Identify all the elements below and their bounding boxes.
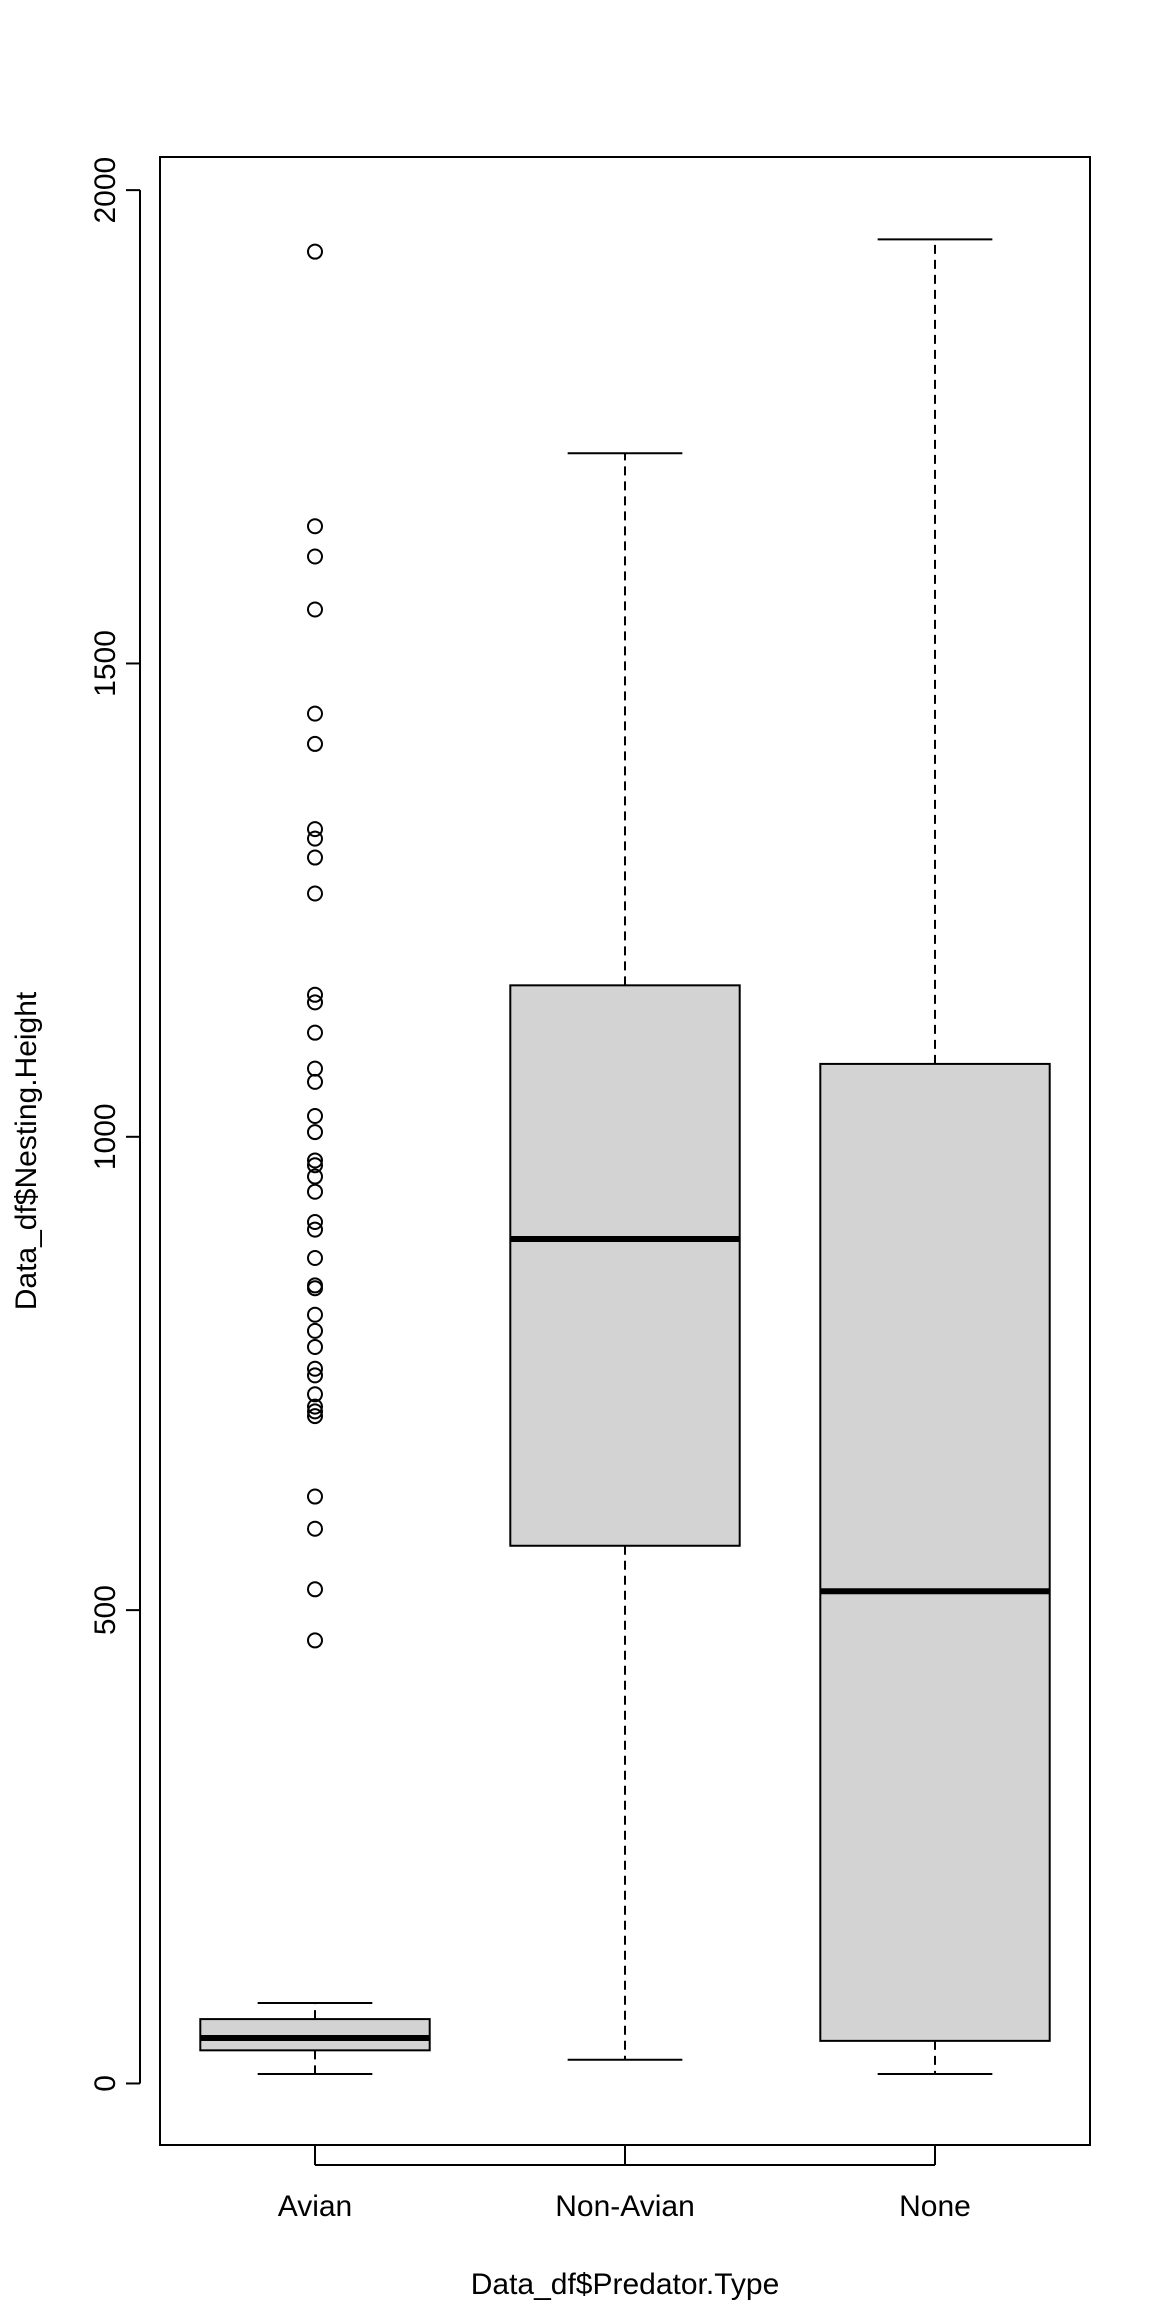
outlier-point [307,1367,323,1384]
outlier-point [307,1060,323,1077]
box-none [819,238,1051,2075]
outlier-point [307,849,323,866]
outlier-point [307,1277,323,1294]
outlier-point [307,885,323,902]
outlier-point [307,548,323,565]
outlier-point [307,1322,323,1339]
outlier-point [307,1581,323,1598]
box-non-avian [509,452,741,2061]
outlier-point [307,1124,323,1141]
outlier-point [307,1157,323,1174]
outlier-point [307,986,323,1003]
outlier-point [307,1338,323,1355]
boxes [199,238,1051,2075]
iqr-box [199,2018,431,2052]
x-axis-label: Data_df$Predator.Type [471,2268,780,2301]
x-tick-label: Non-Avian [555,2190,695,2223]
iqr-box [819,1062,1051,2042]
y-axis-label: Data_df$Nesting.Height [10,991,43,1310]
y-tick-label: 2000 [89,157,122,224]
outlier-point [307,1408,323,1425]
x-tick-label: Avian [278,2190,353,2223]
outlier-point [307,1520,323,1537]
outlier-point [307,601,323,618]
outlier-point [307,735,323,752]
outlier-point [307,1221,323,1238]
outlier-point [307,1386,323,1403]
y-axis: 0 500 1000 1500 2000 [89,157,141,2092]
outlier-point [307,1214,323,1230]
y-tick-label: 500 [89,1585,122,1635]
outlier-point [307,705,323,722]
outlier-point [307,1306,323,1323]
outlier-point [307,994,323,1011]
outlier-point [307,1488,323,1505]
y-tick-label: 0 [89,2075,122,2092]
outlier-point [307,1168,323,1185]
outlier-point [307,243,323,260]
box-avian [199,243,431,2075]
outlier-point [307,1107,323,1124]
outlier-point [307,1403,323,1420]
outlier-point [307,1024,323,1041]
outlier-point [307,1360,323,1377]
y-tick-label: 1500 [89,630,122,697]
y-tick-label: 1000 [89,1103,122,1170]
outlier-point [307,1073,323,1090]
outlier-point [307,1632,323,1649]
outlier-point [307,1183,323,1200]
outlier-point [307,518,323,535]
outlier-point [307,1152,323,1169]
x-axis: Avian Non-Avian None [278,2145,971,2223]
outlier-point [307,830,323,847]
iqr-box [509,984,741,1547]
x-tick-label: None [899,2190,971,2223]
outlier-point [307,1249,323,1266]
outlier-point [307,821,323,838]
outlier-point [307,1398,323,1415]
